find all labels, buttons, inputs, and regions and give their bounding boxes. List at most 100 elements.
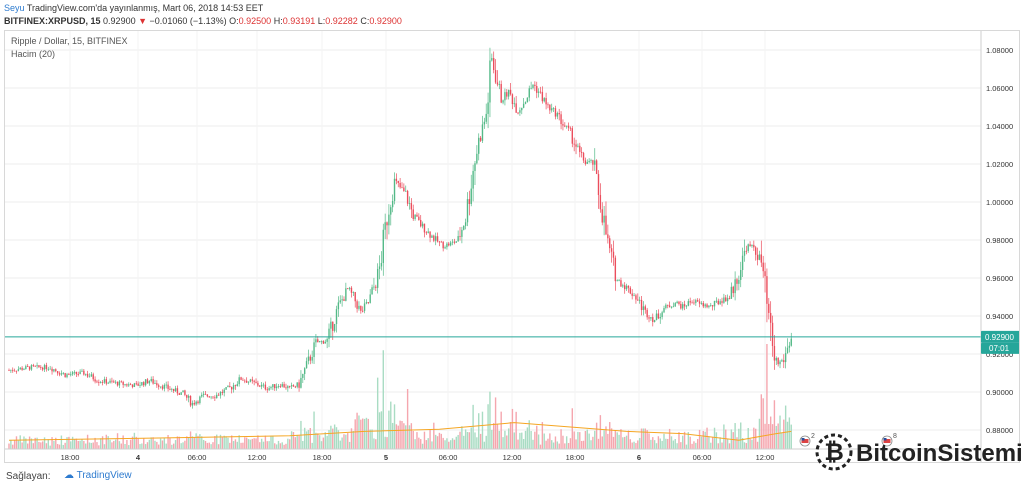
candle-body: [270, 387, 272, 389]
candle-body: [358, 305, 360, 309]
candle-body: [493, 58, 495, 71]
tradingview-link[interactable]: ☁ TradingView: [64, 470, 132, 481]
volume-bar: [610, 428, 613, 449]
us-flag-event-icon[interactable]: [799, 435, 811, 447]
candle-body: [532, 84, 534, 88]
candle-body: [680, 303, 682, 309]
volume-bar: [234, 439, 237, 449]
volume-bar: [360, 419, 362, 449]
candle-body: [401, 187, 403, 189]
candle-body: [90, 374, 93, 377]
candle-body: [451, 241, 454, 243]
volume-bar: [290, 431, 293, 449]
candle-body: [646, 309, 648, 318]
y-tick-label: 0.96000: [986, 274, 1013, 283]
candle-body: [272, 384, 274, 388]
candle-body: [668, 305, 671, 308]
volume-bar: [352, 430, 355, 449]
price-chart[interactable]: 1.08000 1.06000 1.04000 1.02000 1.00000 0.980…: [5, 31, 1021, 462]
volume-bar: [494, 397, 497, 449]
candle-body: [34, 365, 36, 367]
candle-body: [614, 257, 617, 282]
candle-body: [64, 373, 66, 378]
candle-body: [240, 377, 242, 380]
candle-body: [661, 312, 663, 318]
candle-body: [580, 151, 583, 153]
tradingview-label: TradingView: [76, 470, 132, 481]
volume-bar: [85, 443, 87, 449]
candle-body: [397, 180, 399, 183]
volume-bar: [405, 425, 407, 449]
volume-bar: [335, 427, 338, 449]
candle-body: [528, 88, 530, 98]
volume-bar: [653, 440, 656, 449]
volume-bar: [755, 428, 757, 449]
candle-body: [60, 373, 63, 375]
candle-body: [317, 339, 319, 343]
candle-body: [126, 384, 128, 386]
volume-bar: [575, 439, 577, 449]
volume-bar: [260, 438, 263, 449]
volume-bar: [51, 437, 53, 449]
candle-body: [612, 251, 615, 258]
candle-body: [710, 305, 712, 307]
candle-body: [186, 394, 188, 398]
volume-bar: [597, 438, 600, 449]
candle-body: [28, 366, 31, 370]
candle-body: [549, 104, 551, 111]
candle-body: [13, 370, 16, 372]
change-arrow: ▼: [138, 16, 148, 26]
volume-bar: [322, 437, 325, 449]
volume-bar: [687, 432, 690, 449]
candle-body: [719, 301, 721, 305]
candle-body: [279, 386, 282, 387]
volume-bar: [485, 435, 487, 449]
candle-body: [507, 89, 510, 97]
chart-area[interactable]: 1.08000 1.06000 1.04000 1.02000 1.00000 0.980…: [4, 30, 1021, 463]
candle-body: [461, 229, 463, 237]
volume-bar: [326, 435, 328, 449]
volume-bar: [122, 435, 124, 449]
candle-body: [274, 384, 276, 389]
volume-bar: [674, 439, 676, 449]
us-flag-event-icon[interactable]: [881, 435, 893, 447]
author-link[interactable]: Seyu: [4, 3, 25, 13]
candle-body: [137, 383, 139, 386]
volume-bar: [214, 436, 216, 449]
volume-bar: [189, 431, 192, 449]
volume-bar: [98, 445, 100, 449]
volume-bar: [225, 436, 227, 449]
candle-body: [775, 357, 777, 361]
candle-body: [363, 303, 366, 311]
volume-bar: [624, 436, 626, 449]
volume-bar: [668, 428, 671, 449]
volume-bar: [515, 411, 517, 449]
candle-body: [298, 382, 300, 388]
volume-bar: [347, 433, 349, 449]
volume-bar: [569, 438, 572, 449]
symbol-info: BITFINEX:XRPUSD, 15 0.92900 ▼ −0.01060 (…: [4, 16, 402, 26]
candle-body: [8, 370, 10, 371]
candle-body: [519, 110, 521, 113]
volume-bar: [313, 411, 315, 449]
candle-body: [642, 306, 645, 311]
candle-body: [268, 388, 270, 391]
candle-body: [154, 383, 156, 384]
candle-body: [638, 299, 641, 301]
candle-body: [534, 84, 536, 87]
volume-bar: [620, 429, 622, 449]
candle-body: [766, 276, 768, 304]
y-tick-label: 0.90000: [986, 388, 1013, 397]
candle-body: [111, 380, 113, 382]
volume-bar: [740, 422, 742, 449]
candle-body: [764, 271, 766, 277]
volume-bar: [444, 440, 446, 449]
candle-body: [382, 229, 384, 263]
bitcoin-logo-icon: ₿: [815, 433, 853, 471]
candle-body: [472, 170, 474, 189]
volume-bar: [19, 435, 21, 449]
candle-body: [131, 384, 134, 388]
candle-body: [483, 121, 486, 125]
volume-bar: [307, 429, 310, 449]
